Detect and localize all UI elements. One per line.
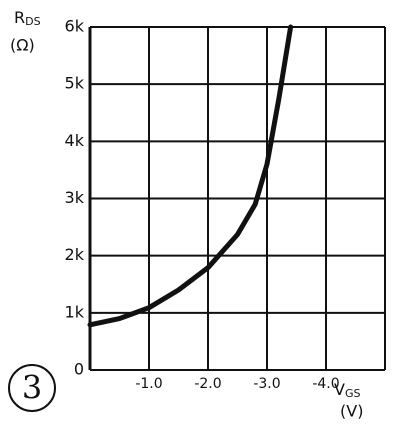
- x-axis-label: VGS: [334, 380, 360, 401]
- y-tick-label: 5k: [65, 74, 85, 93]
- y-tick-label: 1k: [65, 302, 85, 321]
- y-label-main: R: [14, 8, 25, 27]
- x-label-sub: GS: [345, 387, 361, 400]
- curve: [87, 24, 294, 328]
- y-tick-label: 4k: [65, 131, 85, 150]
- y-tick-label: 3k: [65, 188, 85, 207]
- annotation: 3: [22, 369, 42, 407]
- x-tick-label: -1.0: [135, 376, 162, 392]
- x-tick-label: -2.0: [194, 376, 221, 392]
- x-tick-label: -3.0: [253, 376, 280, 392]
- x-axis-unit: (V): [340, 402, 363, 421]
- x-label-main: V: [334, 380, 345, 399]
- annotation-circle: [8, 364, 56, 412]
- y-tick-label: 2k: [65, 245, 85, 264]
- y-tick-label: 6k: [65, 17, 85, 36]
- y-label-sub: DS: [25, 15, 40, 28]
- x-tick-label: -4.0: [312, 376, 339, 392]
- y-axis-label: RDS: [14, 8, 41, 29]
- y-axis-unit: (Ω): [10, 36, 35, 55]
- y-tick-label: 0: [74, 360, 84, 379]
